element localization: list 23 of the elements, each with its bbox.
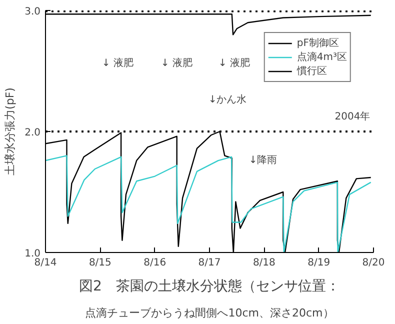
annotation: ↓ 液肥 [102, 57, 134, 70]
annotation: ↓ 液肥 [160, 57, 192, 70]
text: 点滴チューブからうね間側へ10cm、深さ20cm） [85, 306, 334, 320]
x-tick-label: 8/16 [144, 258, 166, 268]
x-tick-label: 8/18 [252, 258, 276, 268]
legend-label: pF制御区 [296, 36, 339, 50]
y-tick-label: 2.0 [24, 128, 41, 138]
annotation: ↓降雨 [248, 154, 278, 166]
y-tick-label: 1.0 [24, 248, 41, 260]
legend-label: 点滴4m³区 [296, 50, 347, 64]
x-tick-label: 8/17 [198, 258, 221, 268]
x-tick-label: 8/14 [34, 258, 57, 268]
x-tick-label: 8/15 [88, 258, 112, 268]
legend-label: 慣行区 [296, 64, 327, 78]
y-axis-title: 土壌水分張力(pF) [4, 88, 17, 176]
annotation: ↓かん水 [208, 94, 247, 106]
y-tick-label: 3.0 [24, 6, 41, 18]
x-tick-label: 8/19 [308, 258, 330, 268]
annotation: ↓ 液肥 [218, 57, 250, 70]
line-series [46, 155, 372, 252]
annotation: 2004年 [334, 110, 370, 122]
x-tick-label: 8/20 [362, 258, 385, 268]
text: 図2 茶園の土壌水分状態（センサ位置： [79, 278, 340, 294]
